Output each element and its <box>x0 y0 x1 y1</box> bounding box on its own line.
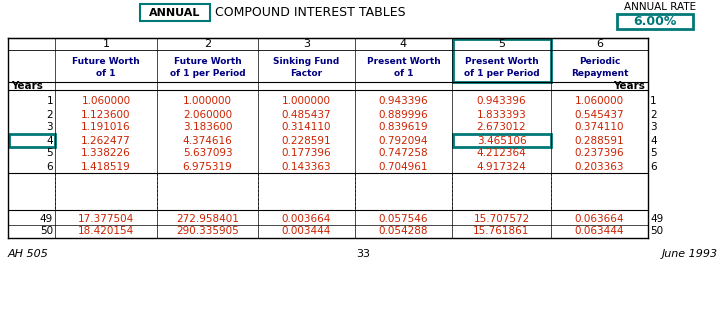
Text: Years: Years <box>613 81 645 91</box>
Text: 3: 3 <box>303 39 310 49</box>
Text: 1.000000: 1.000000 <box>183 97 232 107</box>
Text: 6.00%: 6.00% <box>633 15 677 28</box>
Text: 0.839619: 0.839619 <box>379 123 428 132</box>
Text: 33: 33 <box>356 249 370 259</box>
Text: 0.177396: 0.177396 <box>282 148 331 158</box>
Text: 2.060000: 2.060000 <box>183 109 232 119</box>
Text: 4.212364: 4.212364 <box>477 148 526 158</box>
Text: 0.943396: 0.943396 <box>379 97 428 107</box>
FancyBboxPatch shape <box>140 4 210 21</box>
Text: 0.143363: 0.143363 <box>282 162 331 172</box>
Text: 1.833393: 1.833393 <box>477 109 526 119</box>
Text: Repayment: Repayment <box>571 69 628 78</box>
Text: 1: 1 <box>102 39 110 49</box>
Text: 50: 50 <box>650 227 663 236</box>
Text: 2: 2 <box>204 39 211 49</box>
Text: 5: 5 <box>46 148 53 158</box>
Text: 6: 6 <box>596 39 603 49</box>
Text: 0.545437: 0.545437 <box>575 109 624 119</box>
Text: 0.054288: 0.054288 <box>379 227 428 236</box>
Text: 272.958401: 272.958401 <box>176 213 239 223</box>
Text: 0.288591: 0.288591 <box>575 135 624 146</box>
Text: 0.704961: 0.704961 <box>379 162 428 172</box>
Text: 0.003664: 0.003664 <box>282 213 331 223</box>
Text: Future Worth: Future Worth <box>72 58 140 67</box>
Text: 0.063664: 0.063664 <box>575 213 624 223</box>
Text: 17.377504: 17.377504 <box>78 213 134 223</box>
Text: 2.673012: 2.673012 <box>477 123 526 132</box>
Text: 5.637093: 5.637093 <box>183 148 232 158</box>
Text: 49: 49 <box>40 213 53 223</box>
Text: COMPOUND INTEREST TABLES: COMPOUND INTEREST TABLES <box>215 5 405 19</box>
Text: 0.374110: 0.374110 <box>575 123 624 132</box>
Text: Present Worth: Present Worth <box>465 58 539 67</box>
Text: Periodic: Periodic <box>579 58 620 67</box>
Text: ANNUAL: ANNUAL <box>150 7 200 18</box>
Text: 0.063444: 0.063444 <box>575 227 624 236</box>
Text: 1.060000: 1.060000 <box>81 97 131 107</box>
Text: 0.228591: 0.228591 <box>282 135 331 146</box>
Text: 1.338226: 1.338226 <box>81 148 131 158</box>
Text: 1: 1 <box>650 97 656 107</box>
Text: 0.485437: 0.485437 <box>282 109 331 119</box>
Text: 15.707572: 15.707572 <box>473 213 530 223</box>
Text: Years: Years <box>11 81 43 91</box>
Text: of 1 per Period: of 1 per Period <box>464 69 539 78</box>
Text: AH 505: AH 505 <box>8 249 49 259</box>
Text: 49: 49 <box>650 213 664 223</box>
Text: of 1: of 1 <box>393 69 413 78</box>
Text: 4: 4 <box>46 135 53 146</box>
Text: June 1993: June 1993 <box>662 249 718 259</box>
Text: 3: 3 <box>650 123 656 132</box>
Text: 6: 6 <box>650 162 656 172</box>
Text: 4.917324: 4.917324 <box>477 162 526 172</box>
Text: Sinking Fund: Sinking Fund <box>274 58 340 67</box>
Text: 0.203363: 0.203363 <box>575 162 624 172</box>
Text: ANNUAL RATE: ANNUAL RATE <box>624 2 696 12</box>
Text: 4: 4 <box>650 135 656 146</box>
Text: 0.747258: 0.747258 <box>379 148 428 158</box>
Text: 1.060000: 1.060000 <box>575 97 624 107</box>
Text: 290.335905: 290.335905 <box>176 227 239 236</box>
Text: 1: 1 <box>46 97 53 107</box>
Text: 2: 2 <box>650 109 656 119</box>
Text: 2: 2 <box>46 109 53 119</box>
Text: 4.374616: 4.374616 <box>183 135 232 146</box>
Text: 3.465106: 3.465106 <box>477 135 526 146</box>
Text: 6.975319: 6.975319 <box>183 162 232 172</box>
Text: 0.057546: 0.057546 <box>379 213 428 223</box>
Text: 5: 5 <box>650 148 656 158</box>
Text: Future Worth: Future Worth <box>174 58 241 67</box>
Text: 3.183600: 3.183600 <box>183 123 232 132</box>
Text: of 1 per Period: of 1 per Period <box>170 69 245 78</box>
Text: 0.237396: 0.237396 <box>575 148 624 158</box>
Text: 0.003444: 0.003444 <box>282 227 331 236</box>
Text: of 1: of 1 <box>97 69 115 78</box>
Text: 1.191016: 1.191016 <box>81 123 131 132</box>
Text: 0.792094: 0.792094 <box>379 135 428 146</box>
Text: 4: 4 <box>400 39 407 49</box>
Text: 1.418519: 1.418519 <box>81 162 131 172</box>
Text: 0.889996: 0.889996 <box>379 109 428 119</box>
Text: 0.314110: 0.314110 <box>282 123 331 132</box>
Text: 0.943396: 0.943396 <box>477 97 526 107</box>
Text: 5: 5 <box>498 39 505 49</box>
Text: 15.761861: 15.761861 <box>473 227 530 236</box>
Text: 50: 50 <box>40 227 53 236</box>
FancyBboxPatch shape <box>617 14 693 29</box>
Text: 3: 3 <box>46 123 53 132</box>
Text: Factor: Factor <box>290 69 322 78</box>
Text: 1.123600: 1.123600 <box>81 109 131 119</box>
Text: 18.420154: 18.420154 <box>78 227 134 236</box>
Text: 6: 6 <box>46 162 53 172</box>
Text: 1.000000: 1.000000 <box>282 97 331 107</box>
Text: 1.262477: 1.262477 <box>81 135 131 146</box>
Text: Present Worth: Present Worth <box>367 58 441 67</box>
